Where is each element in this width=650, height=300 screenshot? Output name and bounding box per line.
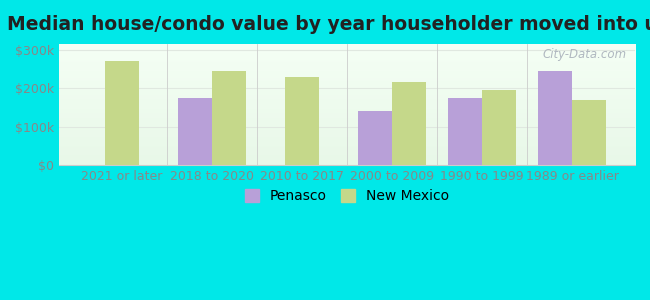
Bar — [285, 76, 319, 165]
Title: Median house/condo value by year householder moved into unit: Median house/condo value by year househo… — [7, 15, 650, 34]
Text: City-Data.com: City-Data.com — [542, 47, 627, 61]
Legend: Penasco, New Mexico: Penasco, New Mexico — [239, 184, 454, 209]
Bar — [392, 82, 426, 165]
Bar — [178, 98, 212, 165]
Bar — [482, 90, 516, 165]
Bar — [538, 71, 572, 165]
Bar — [105, 61, 139, 165]
Bar — [448, 98, 482, 165]
Bar — [212, 71, 246, 165]
Bar — [358, 111, 392, 165]
Bar — [572, 100, 606, 165]
